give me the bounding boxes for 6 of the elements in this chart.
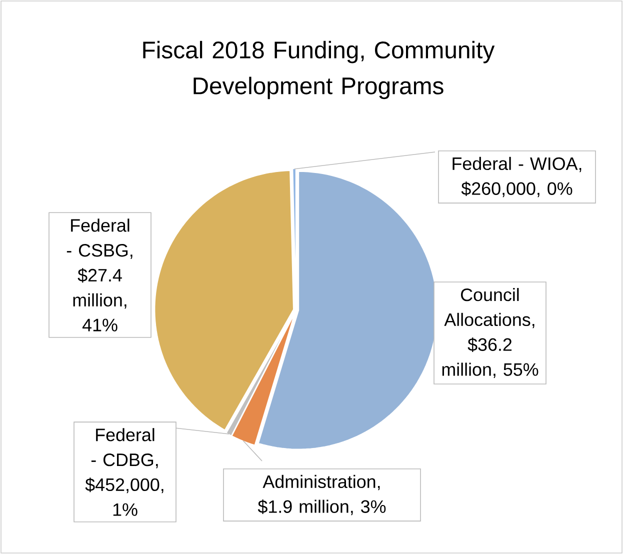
chart-title: Fiscal 2018 Funding, Community Development Programs xyxy=(143,40,495,100)
slice-label: Council Allocations xyxy=(444,288,530,326)
slice-label: Federal - CDBG xyxy=(91,428,154,466)
slice-label: Administration xyxy=(262,474,376,488)
slice-label: Federal - WIOA xyxy=(452,156,578,170)
slice-label: Federal - CSBG xyxy=(66,218,130,257)
